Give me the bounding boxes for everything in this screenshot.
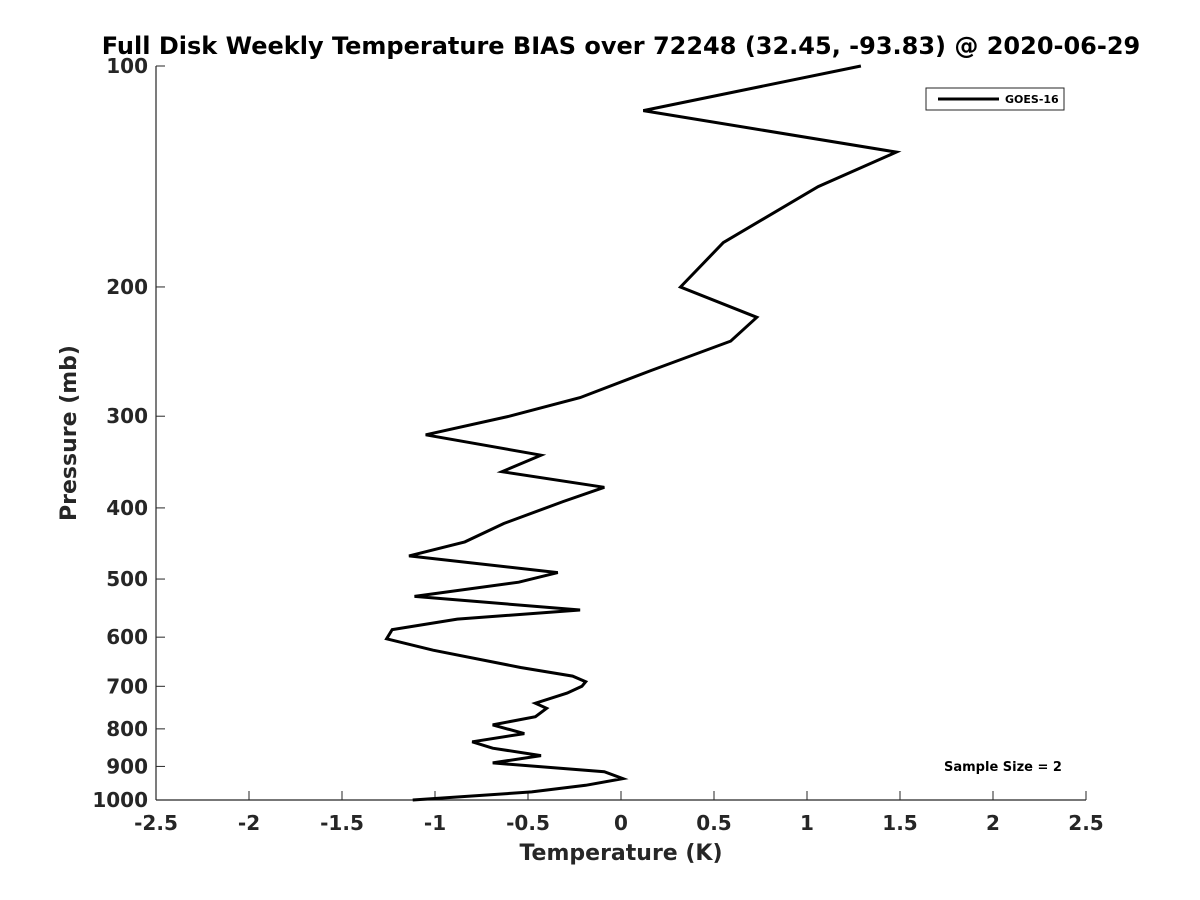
x-tick-label-0-5: -0.5 [506, 811, 550, 835]
series-line-goes-16 [384, 64, 902, 802]
y-axis-label: Pressure (mb) [57, 345, 82, 521]
plot-area: -2.5 -2 -1.5 -1 -0.5 0 0.5 1 1.5 2 2.5 100 200 300 40… [92, 54, 1103, 835]
y-tick-label-900: 900 [106, 754, 148, 778]
x-tick-label-1-5: 1.5 [882, 811, 917, 835]
y-tick-label-400: 400 [106, 496, 148, 520]
x-axis-label: Temperature (K) [519, 841, 722, 866]
y-tick-label-200: 200 [106, 275, 148, 299]
x-tick-label-0: 0 [614, 811, 628, 835]
y-tick-label-700: 700 [106, 674, 148, 698]
x-tick-label-2-5: -2.5 [134, 811, 178, 835]
x-tick-label-2: -2 [238, 811, 260, 835]
x-tick-label-1: 1 [800, 811, 814, 835]
x-ticks: -2.5 -2 -1.5 -1 -0.5 0 0.5 1 1.5 2 2.5 [134, 791, 1104, 835]
legend-label-goes16: GOES-16 [1005, 93, 1059, 106]
chart-title: Full Disk Weekly Temperature BIAS over 7… [102, 32, 1141, 60]
x-tick-label-1-5: -1.5 [320, 811, 364, 835]
y-tick-label-500: 500 [106, 567, 148, 591]
y-ticks: 100 200 300 400 500 600 700 800 900 1000 [92, 54, 165, 812]
y-tick-label-1000: 1000 [92, 788, 148, 812]
x-tick-label-2-5: 2.5 [1068, 811, 1103, 835]
x-tick-label-0-5: 0.5 [696, 811, 731, 835]
x-tick-label-1: -1 [424, 811, 446, 835]
y-tick-label-300: 300 [106, 404, 148, 428]
y-tick-label-100: 100 [106, 54, 148, 78]
x-tick-label-2: 2 [986, 811, 1000, 835]
y-tick-label-800: 800 [106, 717, 148, 741]
series-lines [384, 64, 902, 802]
y-tick-label-600: 600 [106, 625, 148, 649]
legend: GOES-16 [925, 87, 1065, 111]
sample-size-annotation: Sample Size = 2 [944, 760, 1062, 775]
